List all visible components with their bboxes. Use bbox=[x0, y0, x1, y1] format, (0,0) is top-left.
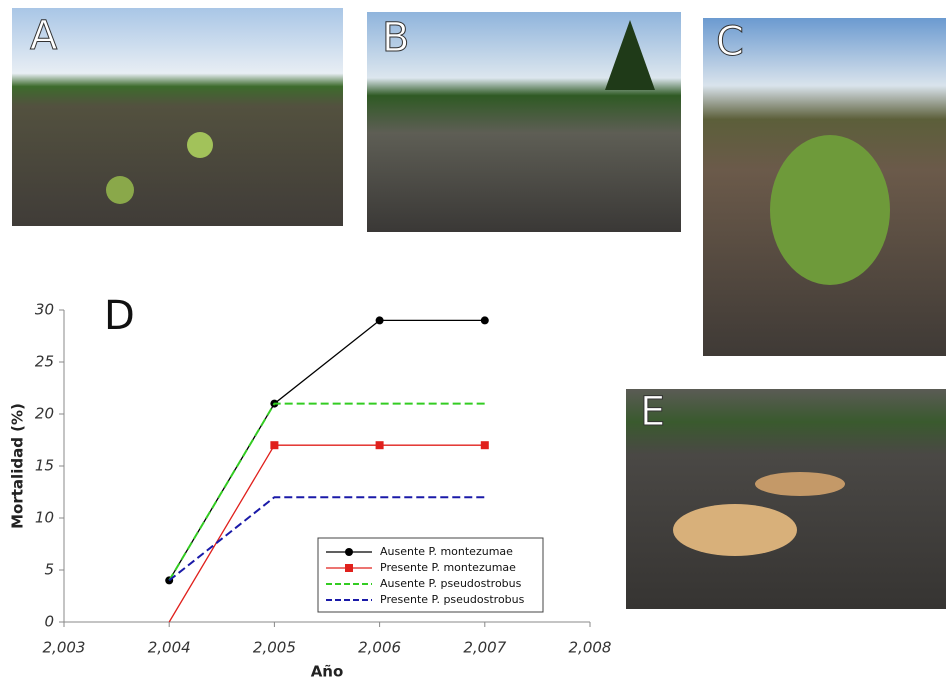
y-tick-label: 30 bbox=[35, 301, 54, 319]
panel-label: B bbox=[382, 15, 409, 61]
x-axis-label: Año bbox=[311, 663, 344, 681]
x-tick-label: 2,004 bbox=[148, 639, 191, 657]
panel-label: D bbox=[104, 293, 135, 339]
panel-label: E bbox=[640, 389, 665, 435]
y-tick-label: 15 bbox=[35, 457, 54, 475]
photo-e bbox=[626, 389, 946, 609]
point bbox=[270, 441, 278, 449]
x-tick-label: 2,005 bbox=[253, 639, 296, 657]
legend-label: Presente P. pseudostrobus bbox=[380, 593, 525, 606]
panel-label: A bbox=[30, 13, 58, 59]
y-tick-label: 5 bbox=[44, 561, 54, 579]
point bbox=[376, 441, 384, 449]
point bbox=[376, 316, 384, 324]
photo-b bbox=[367, 12, 681, 232]
panel-label: C bbox=[716, 19, 744, 65]
legend-label: Presente P. montezumae bbox=[380, 561, 516, 574]
point bbox=[481, 316, 489, 324]
figure: A B C E D Año Mortalidad (%) Ausente P. … bbox=[0, 0, 946, 681]
legend-label: Ausente P. pseudostrobus bbox=[380, 577, 522, 590]
y-tick-label: 20 bbox=[35, 405, 54, 423]
y-tick-label: 25 bbox=[35, 353, 54, 371]
x-tick-label: 2,008 bbox=[569, 639, 612, 657]
photo-a bbox=[12, 8, 343, 226]
x-tick-label: 2,003 bbox=[43, 639, 86, 657]
y-tick-label: 10 bbox=[35, 509, 54, 527]
y-axis-label: Mortalidad (%) bbox=[9, 403, 27, 529]
x-tick-label: 2,006 bbox=[358, 639, 401, 657]
legend-marker bbox=[345, 548, 353, 556]
x-tick-label: 2,007 bbox=[463, 639, 506, 657]
legend-marker bbox=[345, 564, 353, 572]
photo-c bbox=[703, 18, 946, 356]
legend-label: Ausente P. montezumae bbox=[380, 545, 513, 558]
legend: Ausente P. montezumae Presente P. montezu… bbox=[318, 538, 543, 612]
point bbox=[481, 441, 489, 449]
y-tick-label: 0 bbox=[44, 613, 54, 631]
